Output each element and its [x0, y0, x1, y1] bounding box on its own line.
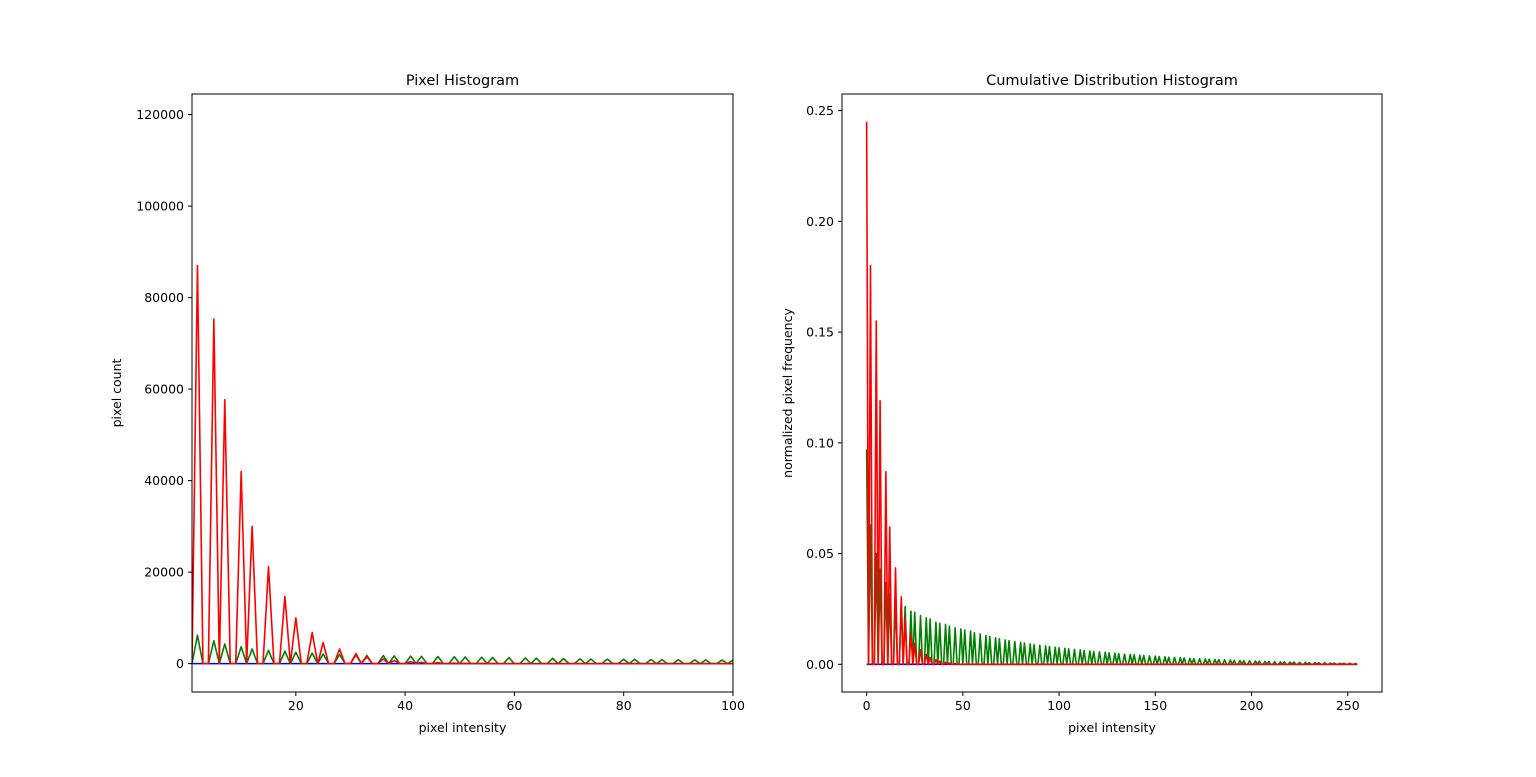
pixel-histogram-ytick-label: 100000 — [136, 199, 184, 214]
cumulative-distribution-ytick-label: 0.05 — [806, 546, 834, 561]
pixel-histogram-xlabel: pixel intensity — [419, 720, 507, 735]
pixel-histogram-xtick-label: 80 — [616, 698, 632, 713]
cumulative-distribution-series-group — [865, 121, 1358, 666]
pixel-histogram-ylabel: pixel count — [109, 358, 124, 427]
pixel-histogram-red-line — [192, 264, 733, 665]
pixel-histogram-plot: Pixel Histogram pixel intensity pixel co… — [109, 73, 745, 735]
cumulative-distribution-ytick-label: 0.25 — [806, 103, 834, 118]
cumulative-distribution-xtick-label: 200 — [1240, 698, 1264, 713]
cumulative-distribution-xtick-label: 50 — [955, 698, 971, 713]
cumulative-distribution-xlabel: pixel intensity — [1068, 720, 1156, 735]
pixel-histogram-ytick-label: 120000 — [136, 107, 184, 122]
cumulative-distribution-ytick-label: 0.20 — [806, 214, 834, 229]
pixel-histogram-xtick-label: 100 — [721, 698, 745, 713]
cumulative-distribution-ytick-label: 0.15 — [806, 325, 834, 340]
pixel-histogram-ytick-label: 60000 — [144, 382, 184, 397]
cumulative-distribution-plot: Cumulative Distribution Histogram pixel … — [780, 73, 1383, 735]
pixel-histogram-ytick-label: 20000 — [144, 565, 184, 580]
cumulative-distribution-ytick-label: 0.10 — [806, 435, 834, 450]
cumulative-distribution-ylabel: normalized pixel frequency — [780, 308, 795, 478]
cumulative-distribution-xtick-label: 250 — [1336, 698, 1360, 713]
pixel-histogram-ytick-label: 80000 — [144, 290, 184, 305]
pixel-histogram-xtick-label: 20 — [288, 698, 304, 713]
cumulative-distribution-title: Cumulative Distribution Histogram — [986, 73, 1238, 89]
cumulative-distribution-axes-frame — [841, 93, 1383, 693]
pixel-histogram-axes-frame — [191, 93, 734, 693]
cumulative-distribution-ytick-label: 0.00 — [806, 657, 834, 672]
pixel-histogram-ytick-label: 40000 — [144, 473, 184, 488]
pixel-histogram-xtick-label: 60 — [506, 698, 522, 713]
pixel-histogram-xtick-label: 40 — [397, 698, 413, 713]
cumulative-distribution-xtick-label: 150 — [1143, 698, 1167, 713]
pixel-histogram-series-group — [192, 264, 733, 665]
pixel-histogram-title: Pixel Histogram — [406, 73, 519, 89]
cumulative-distribution-xtick-label: 100 — [1047, 698, 1071, 713]
cumulative-distribution-red-line — [865, 121, 1358, 666]
pixel-histogram-ytick-label: 0 — [176, 656, 184, 671]
cumulative-distribution-xtick-label: 0 — [863, 698, 871, 713]
